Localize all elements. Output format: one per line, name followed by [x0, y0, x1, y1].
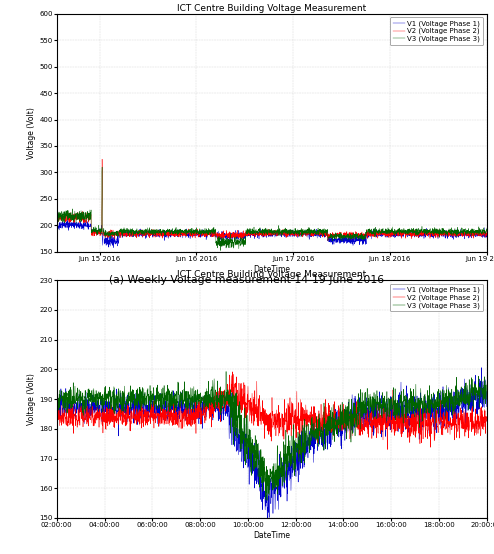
V3 (Voltage Phase 3): [54, 393, 60, 399]
V1 (Voltage Phase 1): [479, 365, 485, 371]
X-axis label: DateTime: DateTime: [253, 531, 290, 540]
V2 (Voltage Phase 2): [475, 228, 481, 235]
V2 (Voltage Phase 2): [54, 208, 60, 215]
Line: V1 (Voltage Phase 1): V1 (Voltage Phase 1): [57, 219, 487, 248]
V2 (Voltage Phase 2): [54, 417, 60, 423]
Text: (a) Weekly Voltage measurement 14-19 June 2016: (a) Weekly Voltage measurement 14-19 Jun…: [110, 275, 384, 285]
V3 (Voltage Phase 3): [357, 399, 363, 406]
V3 (Voltage Phase 3): [483, 386, 489, 392]
X-axis label: DateTime: DateTime: [253, 265, 290, 274]
V2 (Voltage Phase 2): [128, 230, 134, 237]
V3 (Voltage Phase 3): [103, 229, 109, 235]
V3 (Voltage Phase 3): [475, 229, 481, 235]
V3 (Voltage Phase 3): [429, 228, 435, 235]
V1 (Voltage Phase 1): [435, 410, 441, 417]
V2 (Voltage Phase 2): [484, 414, 490, 420]
Y-axis label: Voltage (Volt): Voltage (Volt): [27, 373, 37, 425]
V3 (Voltage Phase 3): [54, 216, 60, 222]
Line: V2 (Voltage Phase 2): V2 (Voltage Phase 2): [57, 372, 487, 454]
Legend: V1 (Voltage Phase 1), V2 (Voltage Phase 2), V3 (Voltage Phase 3): V1 (Voltage Phase 1), V2 (Voltage Phase …: [390, 17, 483, 45]
V2 (Voltage Phase 2): [238, 235, 244, 242]
V3 (Voltage Phase 3): [455, 394, 461, 401]
Title: ICT Centre Building Voltage Measurement: ICT Centre Building Voltage Measurement: [177, 4, 367, 13]
V1 (Voltage Phase 1): [483, 389, 489, 396]
Y-axis label: Voltage (Volt): Voltage (Volt): [27, 107, 37, 158]
V1 (Voltage Phase 1): [484, 388, 490, 395]
V2 (Voltage Phase 2): [483, 413, 489, 419]
Line: V2 (Voltage Phase 2): V2 (Voltage Phase 2): [57, 159, 487, 240]
V1 (Voltage Phase 1): [325, 428, 331, 435]
V2 (Voltage Phase 2): [230, 368, 236, 375]
V2 (Voltage Phase 2): [99, 156, 105, 162]
V1 (Voltage Phase 1): [66, 216, 72, 223]
V3 (Voltage Phase 3): [128, 230, 134, 237]
V3 (Voltage Phase 3): [264, 497, 270, 504]
V2 (Voltage Phase 2): [103, 230, 109, 237]
V1 (Voltage Phase 1): [484, 231, 490, 238]
V3 (Voltage Phase 3): [217, 247, 223, 254]
V3 (Voltage Phase 3): [238, 239, 244, 246]
V1 (Voltage Phase 1): [54, 407, 60, 413]
V2 (Voltage Phase 2): [357, 417, 363, 424]
V2 (Voltage Phase 2): [435, 429, 441, 436]
V1 (Voltage Phase 1): [264, 520, 270, 526]
V3 (Voltage Phase 3): [484, 382, 490, 388]
V1 (Voltage Phase 1): [357, 394, 363, 401]
V1 (Voltage Phase 1): [455, 419, 461, 425]
V3 (Voltage Phase 3): [325, 432, 331, 438]
Line: V3 (Voltage Phase 3): V3 (Voltage Phase 3): [57, 372, 487, 500]
V1 (Voltage Phase 1): [238, 238, 244, 244]
V3 (Voltage Phase 3): [219, 234, 225, 241]
V1 (Voltage Phase 1): [153, 404, 159, 411]
V3 (Voltage Phase 3): [484, 228, 490, 235]
V2 (Voltage Phase 2): [325, 411, 331, 418]
Line: V1 (Voltage Phase 1): V1 (Voltage Phase 1): [57, 368, 487, 523]
V2 (Voltage Phase 2): [153, 409, 159, 416]
V3 (Voltage Phase 3): [54, 24, 60, 30]
V2 (Voltage Phase 2): [484, 232, 490, 238]
Line: V3 (Voltage Phase 3): V3 (Voltage Phase 3): [57, 27, 487, 250]
V1 (Voltage Phase 1): [103, 238, 109, 244]
V1 (Voltage Phase 1): [219, 228, 225, 235]
V3 (Voltage Phase 3): [435, 399, 441, 406]
V2 (Voltage Phase 2): [455, 411, 461, 418]
V1 (Voltage Phase 1): [429, 233, 435, 240]
V3 (Voltage Phase 3): [223, 368, 229, 375]
V2 (Voltage Phase 2): [219, 229, 225, 236]
V1 (Voltage Phase 1): [475, 232, 481, 239]
V2 (Voltage Phase 2): [296, 450, 302, 457]
V2 (Voltage Phase 2): [325, 237, 331, 244]
Title: ICT Centre Building Voltage Measurement: ICT Centre Building Voltage Measurement: [177, 270, 367, 279]
V1 (Voltage Phase 1): [128, 229, 134, 236]
V1 (Voltage Phase 1): [54, 222, 60, 229]
V1 (Voltage Phase 1): [111, 244, 117, 251]
V3 (Voltage Phase 3): [153, 406, 159, 412]
V2 (Voltage Phase 2): [429, 230, 435, 237]
Legend: V1 (Voltage Phase 1), V2 (Voltage Phase 2), V3 (Voltage Phase 3): V1 (Voltage Phase 1), V2 (Voltage Phase …: [390, 284, 483, 311]
